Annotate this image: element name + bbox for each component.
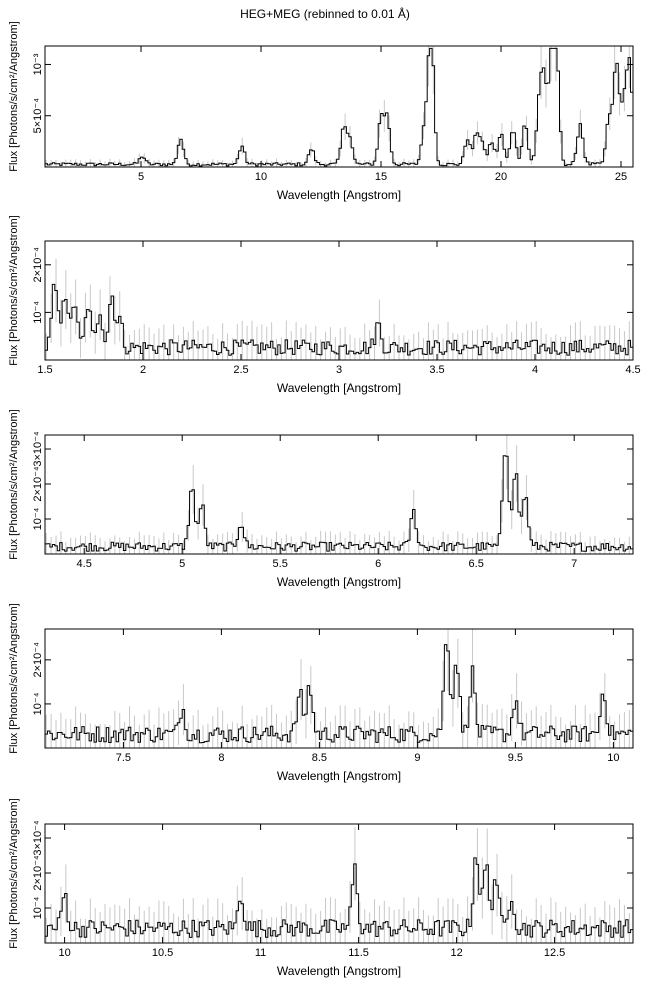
plot-frame (44, 45, 634, 168)
y-tick-label: 3×10⁻⁴ (32, 820, 44, 856)
spectrum-panel-5: 10 10.5 11 11.5 12 12.5 10⁻⁴ 2×10⁻⁴3×10⁻⁴ Wavele… (8, 798, 634, 978)
x-tick-label: 10.5 (152, 947, 173, 959)
error-bars (45, 46, 630, 167)
x-axis-label: Wavelength [Angstrom] (277, 381, 401, 395)
y-tick-label: 10⁻⁴ (32, 692, 44, 715)
x-tick-label: 11 (255, 947, 266, 959)
x-tick-label: 1.5 (37, 364, 52, 376)
x-tick-label: 9.5 (508, 752, 523, 764)
error-bars (45, 629, 630, 748)
y-axis-label: Flux [Photons/s/cm²/Angstrom] (8, 215, 20, 365)
flux-spectrum (45, 455, 633, 552)
x-axis-label: Wavelength [Angstrom] (277, 188, 401, 202)
x-tick-label: 25 (615, 171, 627, 183)
flux-spectrum (45, 47, 633, 167)
x-tick-label: 7.5 (116, 752, 131, 764)
y-tick-label: 2×10⁻⁴ (32, 642, 44, 678)
y-axis-label: Flux [Photons/s/cm²/Angstrom] (8, 603, 20, 753)
x-tick-label: 12 (450, 947, 462, 959)
x-tick-label: 15 (375, 171, 387, 183)
y-axis-label: Flux [Photons/s/cm²/Angstrom] (8, 798, 20, 948)
y-tick-label: 10⁻⁴ (32, 507, 44, 530)
x-axis-label: Wavelength [Angstrom] (277, 964, 401, 978)
y-tick-label: 2×10⁻⁴ (32, 855, 44, 891)
plot-frame (44, 628, 634, 749)
x-axis-label: Wavelength [Angstrom] (277, 575, 401, 589)
x-tick-label: 8.5 (312, 752, 327, 764)
plot-frame (44, 240, 634, 361)
x-tick-label: 10 (607, 752, 619, 764)
spectrum-panel-1: 5 10 15 20 25 5×10⁻⁴ 10⁻³ Wavelength [Angstrom]… (8, 21, 634, 202)
y-axis-label: Flux [Photons/s/cm²/Angstrom] (8, 409, 20, 559)
y-tick-label: 5×10⁻⁴ (32, 98, 44, 134)
y-tick-label: 3×10⁻⁴ (32, 431, 44, 467)
x-tick-label: 9 (414, 752, 420, 764)
x-tick-label: 12.5 (544, 947, 565, 959)
x-tick-label: 10 (58, 947, 70, 959)
spectrum-panel-2: 1.5 2 2.5 3 3.5 4 4.5 10⁻⁴ 2×10⁻⁴ Wavelength [Ang… (8, 215, 641, 395)
x-axis-label: Wavelength [Angstrom] (277, 769, 401, 783)
spectrum-panel-4: 7.5 8 8.5 9 9.5 10 10⁻⁴ 2×10⁻⁴ Wavelength [Angst… (8, 603, 634, 783)
x-tick-label: 7 (571, 558, 577, 570)
plot-frame (44, 434, 634, 555)
y-tick-label: 10⁻³ (32, 53, 44, 75)
x-tick-label: 3 (336, 364, 342, 376)
y-tick-label: 2×10⁻⁴ (32, 247, 44, 283)
x-tick-label: 4.5 (77, 558, 92, 570)
plot-frame (44, 823, 634, 944)
x-tick-label: 11.5 (348, 947, 369, 959)
page-title: HEG+MEG (rebinned to 0.01 Å) (240, 7, 410, 21)
x-tick-label: 4 (532, 364, 538, 376)
x-tick-label: 6 (375, 558, 381, 570)
spectrum-panel-3: 4.5 5 5.5 6 6.5 7 10⁻⁴ 2×10⁻⁴3×10⁻⁴ Wavelength [… (8, 409, 634, 589)
x-tick-label: 10 (255, 171, 267, 183)
x-tick-label: 5 (179, 558, 185, 570)
x-tick-label: 6.5 (469, 558, 484, 570)
y-tick-label: 2×10⁻⁴ (32, 466, 44, 502)
error-bars (45, 435, 630, 554)
x-tick-label: 5.5 (273, 558, 288, 570)
y-tick-label: 10⁻⁴ (32, 301, 44, 324)
x-tick-label: 2.5 (233, 364, 248, 376)
x-tick-label: 5 (138, 171, 144, 183)
flux-spectrum (45, 857, 633, 938)
y-tick-label: 10⁻⁴ (32, 896, 44, 919)
x-tick-label: 4.5 (625, 364, 640, 376)
x-tick-label: 3.5 (429, 364, 444, 376)
error-bars (45, 827, 630, 943)
x-tick-label: 8 (218, 752, 224, 764)
y-axis-label: Flux [Photons/s/cm²/Angstrom] (8, 21, 20, 171)
flux-spectrum (45, 283, 633, 356)
x-tick-label: 2 (140, 364, 146, 376)
x-tick-label: 20 (495, 171, 507, 183)
flux-spectrum (45, 644, 633, 744)
